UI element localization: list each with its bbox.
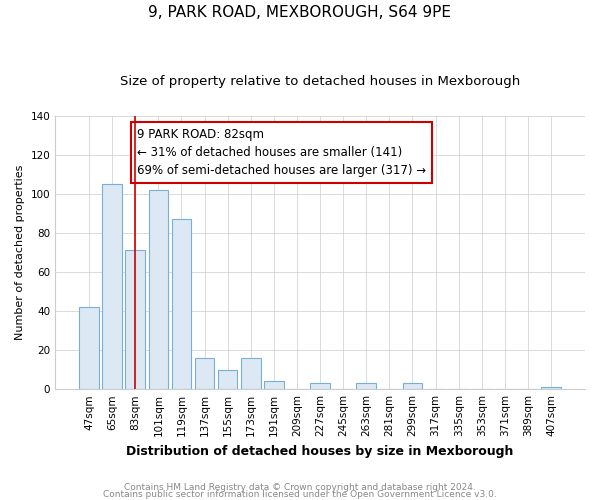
Bar <box>356 384 376 389</box>
Bar <box>195 358 214 389</box>
Bar <box>541 387 561 389</box>
Bar <box>172 219 191 389</box>
Bar <box>403 384 422 389</box>
Text: Contains HM Land Registry data © Crown copyright and database right 2024.: Contains HM Land Registry data © Crown c… <box>124 484 476 492</box>
Bar <box>218 370 238 389</box>
X-axis label: Distribution of detached houses by size in Mexborough: Distribution of detached houses by size … <box>127 444 514 458</box>
Bar <box>149 190 168 389</box>
Text: Contains public sector information licensed under the Open Government Licence v3: Contains public sector information licen… <box>103 490 497 499</box>
Bar <box>264 382 284 389</box>
Bar <box>79 307 99 389</box>
Bar <box>241 358 260 389</box>
Y-axis label: Number of detached properties: Number of detached properties <box>15 164 25 340</box>
Bar <box>310 384 330 389</box>
Text: 9, PARK ROAD, MEXBOROUGH, S64 9PE: 9, PARK ROAD, MEXBOROUGH, S64 9PE <box>149 5 452 20</box>
Bar <box>103 184 122 389</box>
Title: Size of property relative to detached houses in Mexborough: Size of property relative to detached ho… <box>120 75 520 88</box>
Text: 9 PARK ROAD: 82sqm
← 31% of detached houses are smaller (141)
69% of semi-detach: 9 PARK ROAD: 82sqm ← 31% of detached hou… <box>137 128 427 177</box>
Bar <box>125 250 145 389</box>
